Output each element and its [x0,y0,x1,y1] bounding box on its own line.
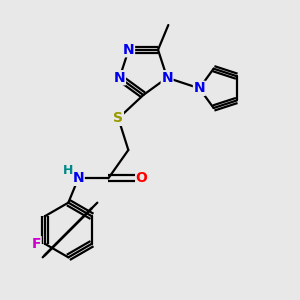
Text: N: N [194,81,205,95]
Text: S: S [113,111,123,125]
Text: N: N [114,71,125,85]
Text: N: N [123,43,134,57]
Text: O: O [136,171,148,185]
Text: F: F [32,237,41,251]
Text: H: H [62,164,73,176]
Text: N: N [73,171,84,185]
Text: N: N [161,71,173,85]
